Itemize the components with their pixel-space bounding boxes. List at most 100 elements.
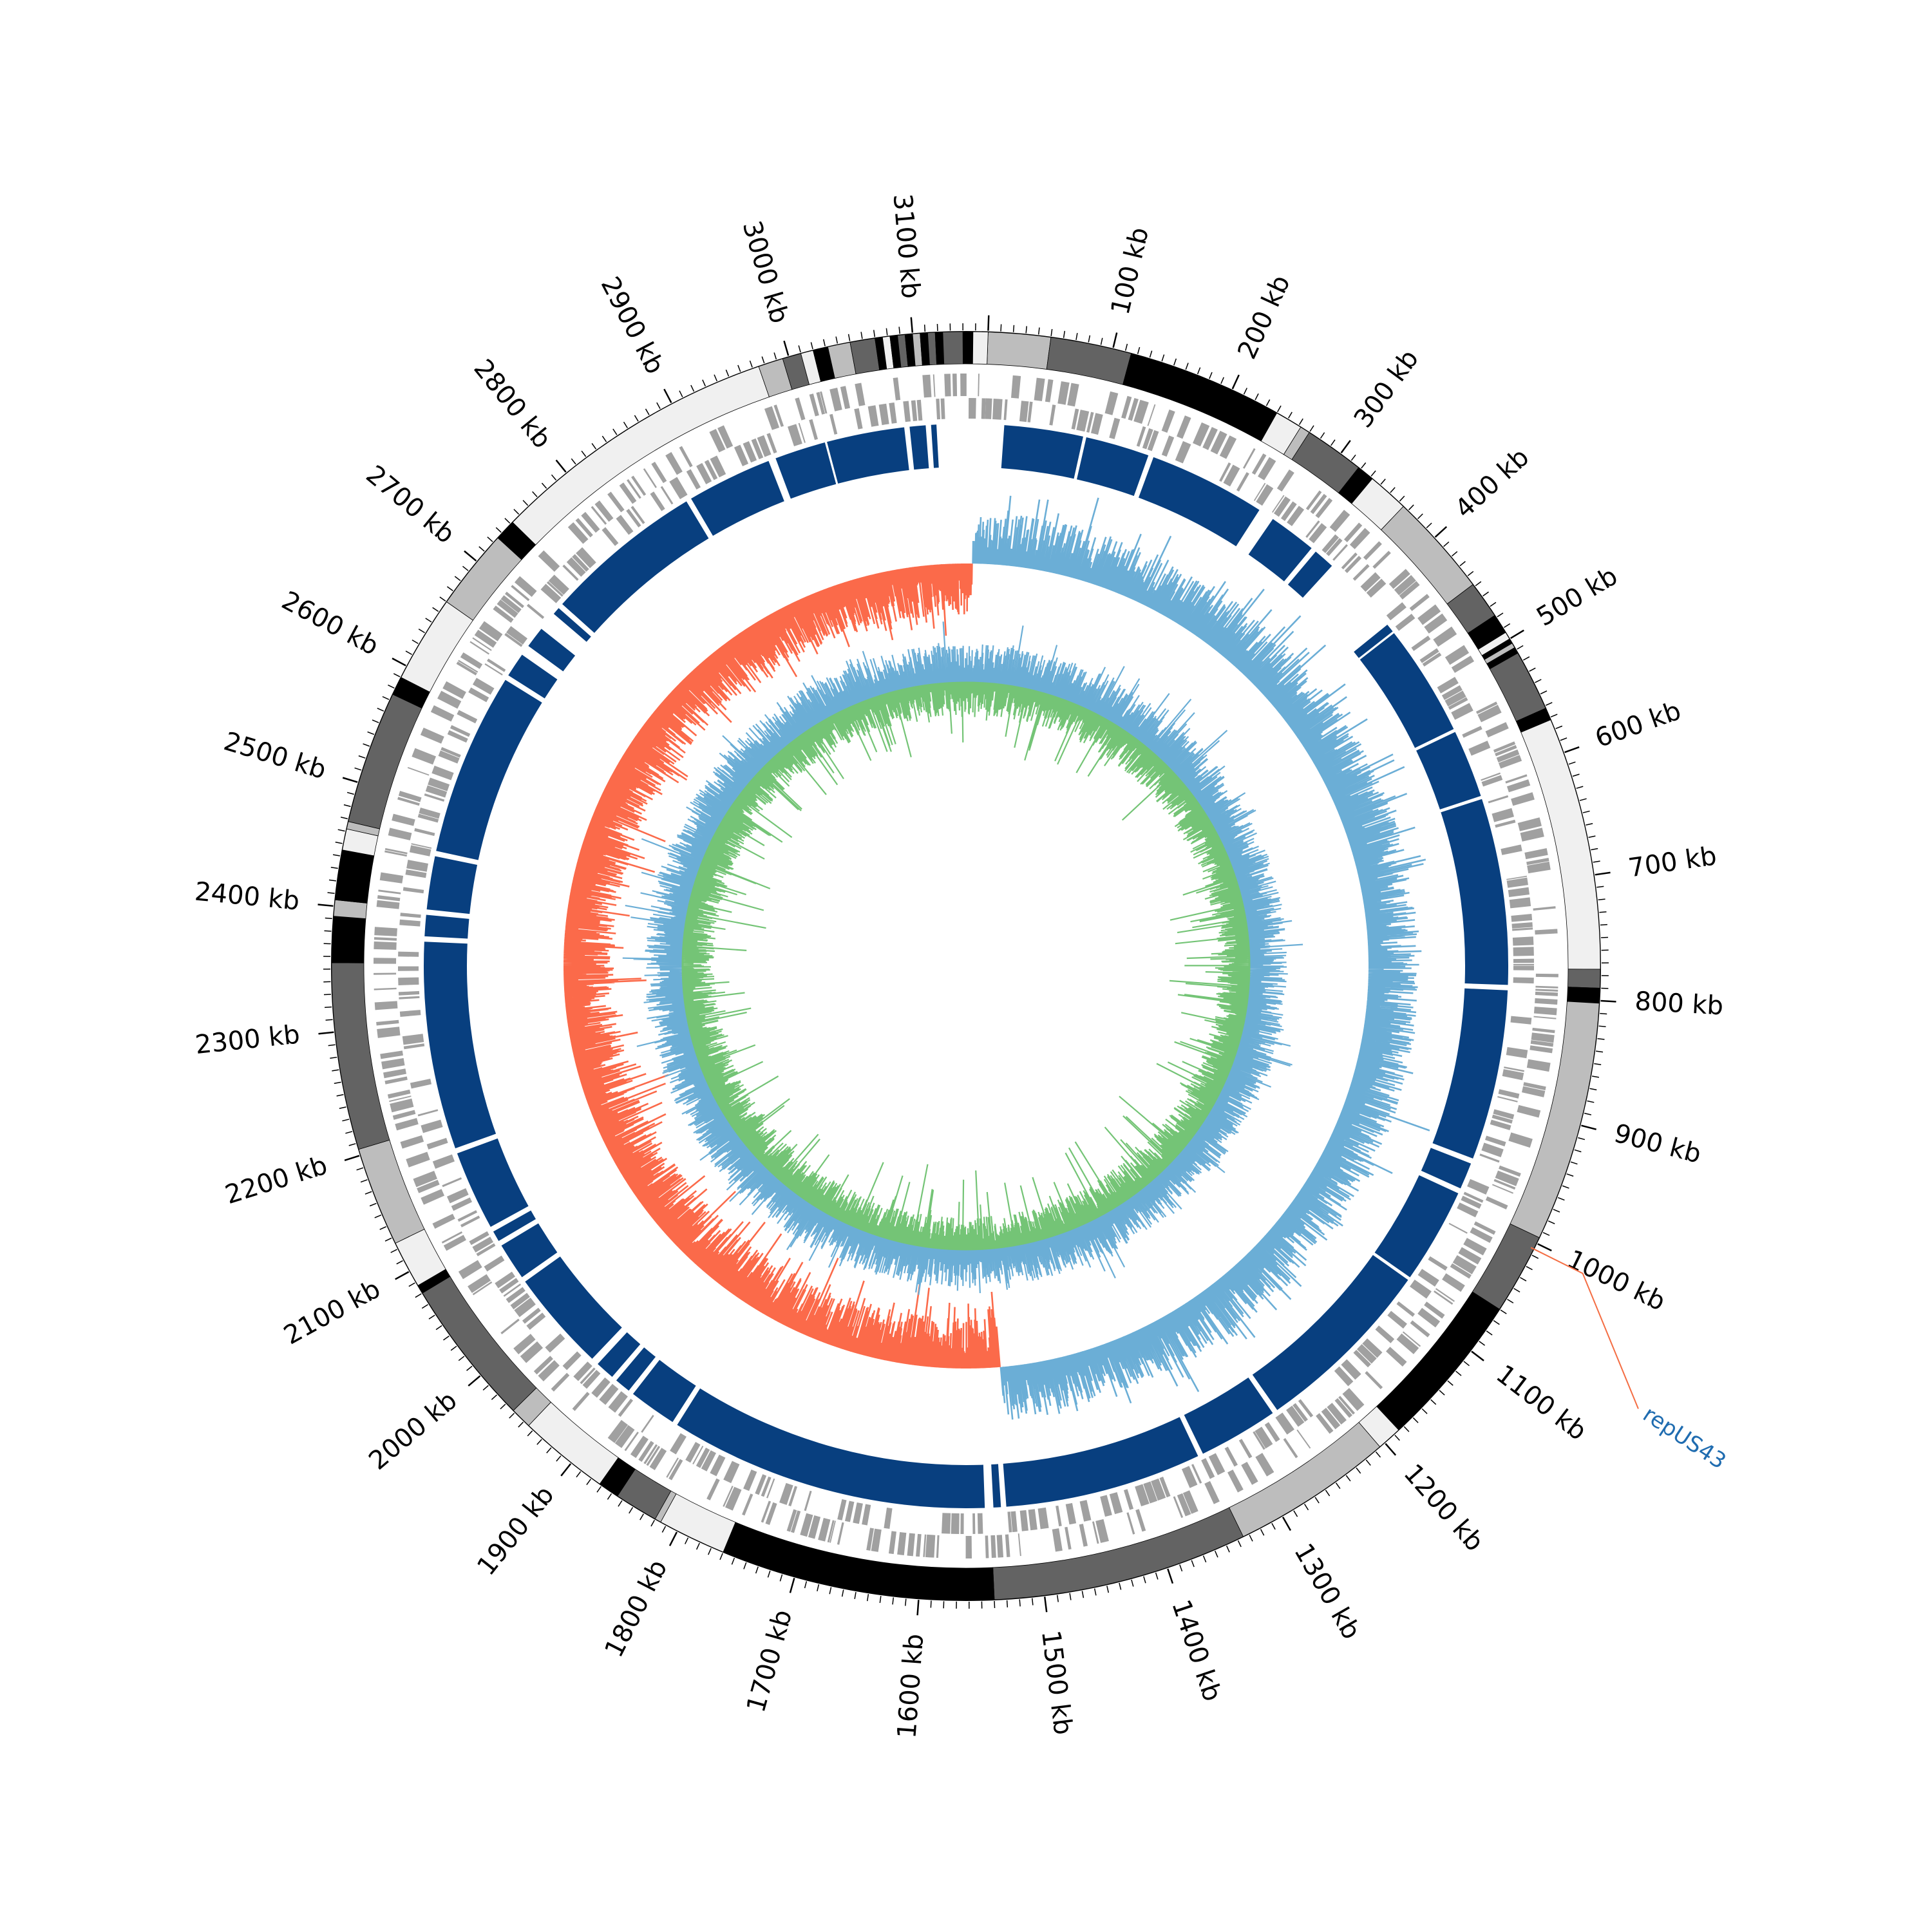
minor-tick bbox=[1451, 551, 1458, 557]
contig-block-19 bbox=[1566, 987, 1600, 1004]
minor-tick bbox=[334, 1081, 341, 1084]
minor-tick bbox=[332, 1069, 339, 1072]
minor-tick bbox=[1309, 425, 1314, 432]
cds-feature bbox=[1126, 1512, 1135, 1535]
cds-feature bbox=[1005, 1534, 1010, 1557]
tick-label-1100: 1100 kb bbox=[1490, 1359, 1592, 1446]
cds-feature bbox=[1386, 1347, 1407, 1367]
cds-feature bbox=[1510, 1016, 1532, 1025]
cds-feature bbox=[717, 425, 734, 449]
cds-feature bbox=[638, 1441, 654, 1462]
cds-feature bbox=[1175, 440, 1191, 464]
cds-feature bbox=[1007, 1511, 1012, 1533]
cds-feature bbox=[513, 1334, 536, 1354]
cds-feature bbox=[1057, 381, 1070, 405]
cds-feature bbox=[1191, 1464, 1202, 1484]
homology-block-6 bbox=[1359, 633, 1454, 748]
cds-feature bbox=[472, 1281, 493, 1296]
cds-feature bbox=[1492, 1184, 1514, 1194]
cds-feature bbox=[1327, 1403, 1347, 1425]
minor-tick bbox=[1500, 1309, 1507, 1314]
cds-feature bbox=[1434, 1290, 1454, 1305]
minor-tick bbox=[1439, 1390, 1445, 1396]
cds-feature bbox=[374, 937, 397, 941]
cds-feature bbox=[417, 1109, 439, 1117]
cds-feature bbox=[1457, 1202, 1479, 1218]
cds-feature bbox=[977, 1513, 983, 1534]
cds-feature bbox=[500, 1318, 520, 1334]
minor-tick bbox=[421, 1303, 428, 1309]
major-tick bbox=[1112, 332, 1118, 348]
cds-feature bbox=[696, 1447, 710, 1468]
cds-feature bbox=[1027, 401, 1033, 422]
cds-feature bbox=[424, 793, 445, 802]
minor-tick bbox=[1426, 522, 1432, 529]
cds-feature bbox=[469, 1231, 489, 1245]
cds-feature bbox=[1109, 1492, 1123, 1515]
minor-tick bbox=[798, 345, 801, 353]
cds-feature bbox=[1409, 594, 1430, 611]
cds-feature bbox=[1296, 1429, 1311, 1449]
homology-block-20 bbox=[525, 1256, 622, 1359]
gc-content-below bbox=[682, 682, 1250, 1250]
homology-block-26 bbox=[426, 856, 478, 914]
cds-feature bbox=[450, 724, 471, 737]
cds-feature bbox=[1492, 808, 1514, 822]
cds-feature bbox=[1003, 399, 1008, 421]
cds-feature bbox=[1316, 1413, 1334, 1434]
cds-feature bbox=[503, 1283, 522, 1297]
minor-tick bbox=[1517, 645, 1524, 650]
cds-feature bbox=[650, 491, 665, 511]
cds-feature bbox=[1506, 877, 1528, 888]
cds-feature bbox=[417, 1179, 440, 1193]
minor-tick bbox=[1197, 367, 1201, 375]
cds-feature bbox=[888, 1531, 896, 1555]
minor-tick bbox=[340, 817, 348, 820]
cds-feature bbox=[878, 403, 889, 426]
cds-feature bbox=[484, 663, 503, 676]
cds-feature bbox=[1274, 496, 1291, 517]
minor-tick bbox=[737, 365, 741, 372]
cds-feature bbox=[1201, 1458, 1215, 1479]
cds-feature bbox=[922, 374, 932, 398]
homology-block-2 bbox=[1138, 457, 1260, 547]
gc-content-track bbox=[622, 621, 1303, 1295]
minor-tick bbox=[1596, 1050, 1604, 1053]
minor-tick bbox=[330, 866, 338, 869]
cds-feature bbox=[1511, 922, 1533, 929]
minor-tick bbox=[491, 1394, 498, 1400]
cds-feature bbox=[923, 1534, 927, 1557]
contig-block-1 bbox=[1046, 337, 1132, 385]
cds-feature bbox=[377, 1027, 401, 1038]
cds-feature bbox=[1286, 1405, 1305, 1427]
cds-feature bbox=[472, 637, 492, 651]
minor-tick bbox=[1479, 1341, 1486, 1346]
contig-block-36 bbox=[358, 1139, 425, 1244]
minor-tick bbox=[749, 360, 753, 368]
tick-label-1400: 1400 kb bbox=[1166, 1596, 1227, 1705]
cds-feature bbox=[460, 1215, 480, 1227]
cds-feature bbox=[960, 373, 967, 397]
cds-feature bbox=[1485, 1196, 1508, 1209]
cds-feature bbox=[425, 785, 448, 798]
cds-feature bbox=[607, 1419, 629, 1443]
cds-feature bbox=[1535, 989, 1558, 992]
tick-label-1600: 1600 kb bbox=[892, 1633, 929, 1739]
minor-tick bbox=[1593, 860, 1600, 863]
cds-feature bbox=[1468, 741, 1491, 756]
cds-feature bbox=[1493, 1109, 1515, 1120]
minor-tick bbox=[581, 450, 587, 457]
minor-tick bbox=[1155, 1572, 1159, 1580]
cds-feature bbox=[1441, 685, 1463, 701]
cds-feature bbox=[1402, 1331, 1421, 1347]
minor-tick bbox=[1599, 911, 1607, 913]
cds-feature bbox=[1533, 906, 1556, 911]
cds-feature bbox=[406, 860, 428, 872]
minor-tick bbox=[418, 629, 425, 634]
tick-label-2500: 2500 kb bbox=[220, 726, 329, 785]
cds-feature bbox=[374, 958, 397, 964]
minor-tick bbox=[1390, 487, 1396, 493]
tick-label-2600: 2600 kb bbox=[277, 585, 383, 661]
cds-ring bbox=[374, 373, 1558, 1559]
cds-feature bbox=[1223, 464, 1240, 487]
